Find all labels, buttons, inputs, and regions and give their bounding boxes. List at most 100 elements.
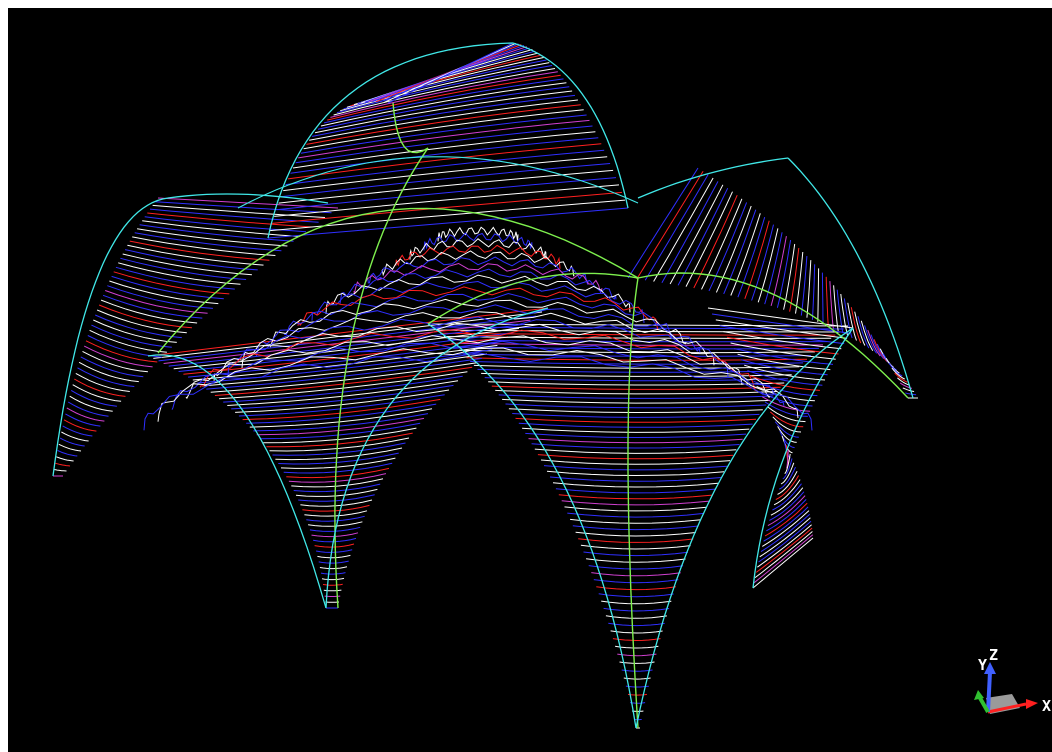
contour-line bbox=[629, 702, 646, 704]
contour-line bbox=[242, 398, 441, 421]
contour-line bbox=[757, 228, 779, 303]
contour-line bbox=[758, 520, 812, 563]
shell-edge bbox=[787, 157, 914, 399]
contour-line bbox=[318, 560, 349, 564]
vault-ribs bbox=[157, 102, 909, 729]
contour-line bbox=[591, 572, 681, 577]
model-render[interactable] bbox=[8, 8, 1052, 752]
contour-line bbox=[327, 74, 561, 121]
contour-line bbox=[455, 346, 819, 350]
contour-line bbox=[470, 361, 804, 365]
shell-edge bbox=[512, 42, 629, 209]
contour-line bbox=[800, 256, 808, 316]
contour-line bbox=[747, 370, 823, 386]
contour-line bbox=[91, 324, 172, 348]
contour-line bbox=[246, 403, 437, 424]
contour-line bbox=[902, 387, 915, 392]
contour-line bbox=[462, 353, 811, 357]
contour-line bbox=[66, 407, 105, 422]
contour-line bbox=[302, 504, 370, 512]
shell-edge bbox=[167, 193, 329, 204]
contour-line bbox=[63, 419, 97, 432]
contour-line bbox=[238, 394, 445, 417]
dome-contour-line bbox=[423, 232, 533, 251]
contour-line bbox=[603, 607, 670, 612]
contour-line bbox=[65, 413, 101, 427]
axis-x-label: X bbox=[1042, 697, 1052, 715]
shell-edge bbox=[427, 323, 637, 729]
contour-line bbox=[283, 156, 608, 192]
contour-line bbox=[54, 469, 67, 472]
render-canvas[interactable]: Z Y X bbox=[8, 8, 1052, 752]
shell-edge bbox=[52, 197, 169, 477]
contour-line bbox=[882, 353, 897, 371]
contour-line bbox=[811, 264, 816, 320]
contour-line bbox=[62, 425, 93, 437]
contour-line bbox=[723, 331, 842, 350]
contour-line bbox=[715, 205, 752, 293]
contour-line bbox=[269, 437, 410, 452]
contour-line bbox=[531, 443, 740, 449]
contour-line bbox=[885, 358, 900, 374]
shell-edge bbox=[637, 157, 789, 199]
contour-line bbox=[555, 488, 716, 494]
contour-line bbox=[278, 169, 614, 204]
axis-y-label: Y bbox=[978, 656, 988, 674]
contour-line bbox=[512, 413, 760, 418]
contour-line bbox=[274, 184, 620, 217]
contour-line bbox=[107, 285, 213, 309]
contour-line bbox=[298, 494, 375, 502]
contour-line bbox=[74, 378, 126, 397]
contour-line bbox=[847, 302, 857, 341]
contour-line bbox=[850, 307, 862, 344]
contour-line bbox=[263, 427, 417, 444]
contour-line bbox=[286, 467, 390, 479]
contour-line bbox=[61, 431, 89, 442]
contour-line bbox=[653, 177, 714, 282]
contour-line bbox=[285, 149, 605, 186]
contour-line bbox=[477, 368, 796, 373]
contour-line bbox=[300, 114, 587, 154]
contour-line bbox=[113, 271, 230, 295]
contour-line bbox=[754, 531, 813, 578]
contour-line bbox=[278, 452, 399, 465]
shell-edge bbox=[325, 307, 549, 609]
contour-line bbox=[825, 276, 829, 327]
dome-contour-line bbox=[185, 335, 771, 400]
contour-line bbox=[840, 293, 849, 336]
contour-line bbox=[836, 289, 844, 334]
contour-line bbox=[304, 510, 368, 517]
contour-line bbox=[314, 543, 355, 548]
contour-line bbox=[612, 638, 661, 642]
contour-line bbox=[283, 462, 393, 474]
contour-line bbox=[546, 470, 725, 477]
contour-line bbox=[183, 336, 509, 375]
contour-line bbox=[744, 220, 770, 299]
contour-line bbox=[267, 207, 629, 239]
contour-line bbox=[82, 350, 148, 373]
contour-line bbox=[715, 319, 848, 339]
contour-line bbox=[132, 236, 276, 256]
contour-line bbox=[777, 471, 798, 495]
contour-line bbox=[759, 517, 811, 558]
contour-line bbox=[778, 466, 796, 490]
contour-line bbox=[147, 212, 313, 228]
contour-line bbox=[105, 290, 208, 314]
contour-line bbox=[777, 426, 797, 443]
contour-line bbox=[708, 202, 748, 292]
vault-rib bbox=[427, 272, 639, 325]
contour-line bbox=[256, 417, 425, 436]
contour-line bbox=[447, 339, 828, 343]
contour-line bbox=[605, 615, 667, 619]
contour-line bbox=[764, 401, 808, 417]
contour-line bbox=[317, 554, 351, 559]
shell-edge bbox=[237, 156, 639, 209]
contour-line bbox=[451, 342, 824, 346]
contour-line bbox=[860, 320, 874, 351]
contour-line bbox=[575, 531, 696, 537]
contour-line bbox=[543, 465, 728, 471]
dome-contour-line bbox=[213, 322, 743, 385]
contour-line bbox=[740, 359, 828, 376]
contour-line bbox=[540, 459, 731, 465]
